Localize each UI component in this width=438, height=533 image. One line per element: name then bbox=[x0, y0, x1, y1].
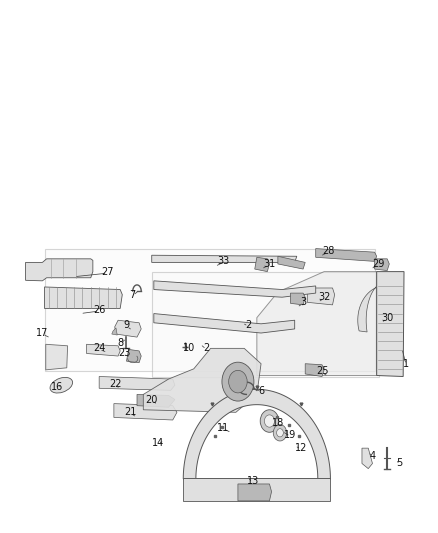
Circle shape bbox=[229, 370, 247, 393]
Text: 32: 32 bbox=[318, 292, 330, 302]
Polygon shape bbox=[183, 389, 330, 479]
Text: 27: 27 bbox=[101, 266, 114, 277]
Polygon shape bbox=[87, 344, 120, 356]
Polygon shape bbox=[316, 248, 377, 261]
Polygon shape bbox=[278, 256, 305, 269]
Text: 9: 9 bbox=[124, 320, 130, 330]
Text: 1: 1 bbox=[403, 359, 409, 369]
Circle shape bbox=[277, 429, 283, 437]
Text: 26: 26 bbox=[93, 305, 106, 315]
Text: 14: 14 bbox=[152, 438, 164, 448]
Text: 4: 4 bbox=[369, 451, 375, 461]
Polygon shape bbox=[362, 448, 372, 469]
Text: 2: 2 bbox=[245, 320, 251, 330]
Polygon shape bbox=[290, 293, 305, 305]
Polygon shape bbox=[114, 403, 177, 420]
Polygon shape bbox=[112, 328, 117, 335]
Circle shape bbox=[260, 410, 279, 432]
Text: 8: 8 bbox=[117, 338, 123, 348]
Polygon shape bbox=[154, 281, 316, 297]
Circle shape bbox=[265, 415, 275, 427]
Text: 31: 31 bbox=[263, 259, 276, 269]
Polygon shape bbox=[305, 364, 324, 376]
Polygon shape bbox=[45, 248, 374, 372]
Text: 12: 12 bbox=[295, 443, 307, 453]
Text: 11: 11 bbox=[217, 423, 230, 433]
Bar bbox=[183, 478, 330, 501]
Text: 19: 19 bbox=[284, 430, 297, 440]
Circle shape bbox=[273, 425, 287, 441]
Text: 7: 7 bbox=[130, 289, 136, 300]
Polygon shape bbox=[143, 349, 261, 413]
Polygon shape bbox=[238, 484, 272, 501]
Text: 5: 5 bbox=[397, 458, 403, 469]
Text: 25: 25 bbox=[316, 366, 328, 376]
Polygon shape bbox=[377, 272, 404, 376]
Text: 30: 30 bbox=[381, 313, 393, 322]
Text: 13: 13 bbox=[247, 477, 259, 487]
Text: 33: 33 bbox=[217, 256, 230, 266]
Text: 28: 28 bbox=[322, 246, 335, 256]
Polygon shape bbox=[358, 282, 401, 332]
Text: 3: 3 bbox=[300, 297, 306, 308]
Circle shape bbox=[222, 362, 254, 401]
Polygon shape bbox=[115, 320, 141, 337]
Polygon shape bbox=[127, 350, 141, 362]
Polygon shape bbox=[137, 394, 175, 407]
Text: 6: 6 bbox=[258, 386, 264, 396]
Text: 2: 2 bbox=[203, 343, 209, 353]
Text: 17: 17 bbox=[36, 328, 49, 338]
Text: 16: 16 bbox=[51, 382, 63, 392]
Text: 29: 29 bbox=[373, 259, 385, 269]
Text: 20: 20 bbox=[145, 394, 158, 405]
Text: 22: 22 bbox=[110, 379, 122, 389]
Polygon shape bbox=[374, 259, 389, 271]
Text: 10: 10 bbox=[184, 343, 196, 353]
Text: 21: 21 bbox=[124, 407, 137, 417]
Polygon shape bbox=[46, 344, 67, 370]
Polygon shape bbox=[257, 272, 377, 375]
Polygon shape bbox=[152, 272, 379, 376]
Text: 23: 23 bbox=[118, 349, 131, 359]
Text: 24: 24 bbox=[93, 343, 106, 353]
Polygon shape bbox=[307, 288, 335, 305]
Polygon shape bbox=[25, 259, 93, 281]
Polygon shape bbox=[255, 257, 269, 272]
Polygon shape bbox=[152, 255, 297, 262]
Polygon shape bbox=[99, 376, 175, 390]
Text: 18: 18 bbox=[272, 417, 284, 427]
Ellipse shape bbox=[50, 377, 73, 393]
Polygon shape bbox=[154, 313, 295, 333]
Polygon shape bbox=[45, 287, 122, 309]
